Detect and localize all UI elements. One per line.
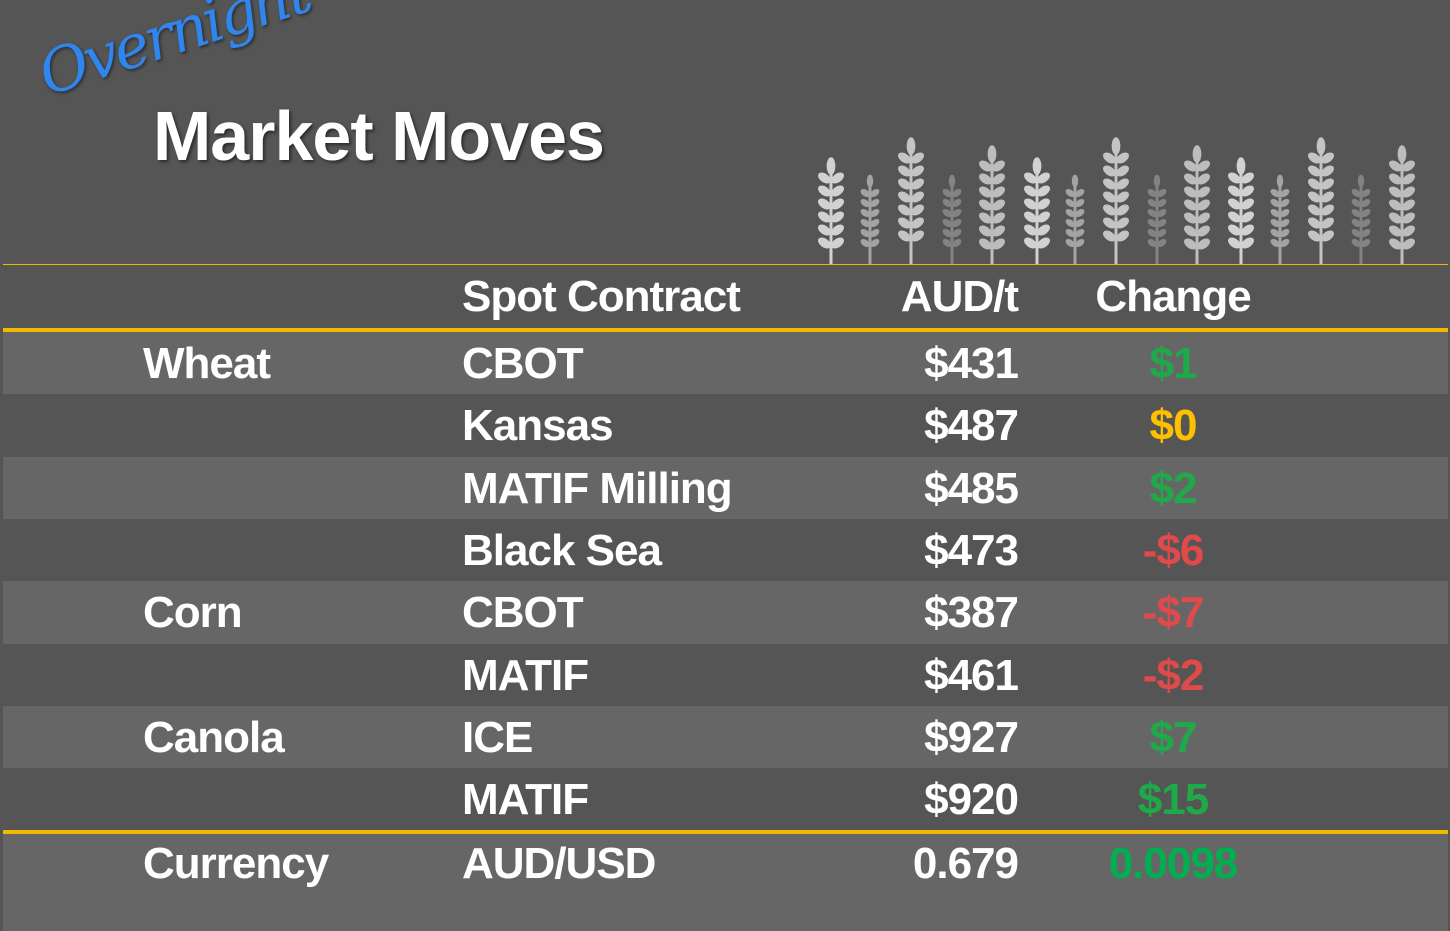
change-value: $7 [1149, 712, 1198, 762]
divider-header [3, 328, 1448, 332]
table-row: MATIF Milling $485 $2 [3, 456, 1448, 520]
wheat-stalk-icon [942, 174, 962, 265]
column-header-contract: Spot Contract [462, 272, 741, 321]
change-value: $0 [1149, 401, 1198, 451]
price-value: $431 [924, 339, 1019, 388]
change-value: $15 [1137, 775, 1209, 825]
currency-change: 0.0098 [1108, 839, 1239, 888]
table-row: MATIF $920 $15 [3, 768, 1448, 832]
change-value: $1 [1149, 339, 1198, 388]
contract-name: MATIF [462, 775, 589, 825]
contract-name: ICE [462, 712, 533, 762]
wheat-stalk-icon [979, 145, 1005, 265]
table-header: Spot Contract AUD/t Change [3, 265, 1448, 328]
contract-name: MATIF [462, 650, 589, 700]
wheat-stalk-icon [1351, 174, 1371, 265]
price-value: $461 [924, 650, 1019, 700]
wheat-stalk-icon [1147, 174, 1167, 265]
commodity-label: Wheat [143, 339, 271, 388]
wheat-decoration [818, 137, 1415, 265]
price-value: $920 [924, 775, 1019, 825]
wheat-stalk-icon [1024, 157, 1050, 265]
commodity-label: Canola [143, 712, 285, 762]
currency-label: Currency [143, 839, 329, 888]
currency-rate: 0.679 [912, 839, 1019, 888]
change-value: -$2 [1142, 650, 1205, 700]
change-value: -$6 [1142, 525, 1205, 575]
price-value: $487 [924, 401, 1019, 451]
wheat-stalk-icon [818, 157, 844, 265]
wheat-stalk-icon [860, 174, 880, 265]
wheat-stalk-icon [1184, 145, 1210, 265]
change-value: -$7 [1142, 588, 1205, 638]
contract-name: MATIF Milling [462, 463, 733, 513]
table-row: Canola ICE $927 $7 [3, 705, 1448, 769]
price-value: $927 [924, 712, 1019, 762]
contract-name: Black Sea [462, 525, 662, 575]
wheat-stalk-icon [898, 137, 924, 265]
wheat-stalk-icon [1308, 137, 1334, 265]
commodity-label: Corn [143, 588, 243, 638]
change-value: $2 [1149, 463, 1198, 513]
price-value: $473 [924, 525, 1019, 575]
table-row: MATIF $461 -$2 [3, 643, 1448, 707]
currency-row: Currency AUD/USD 0.679 0.0098 [3, 834, 1448, 931]
wheat-stalk-icon [1065, 174, 1085, 265]
currency-pair: AUD/USD [462, 839, 656, 888]
contract-name: CBOT [462, 588, 584, 638]
wheat-stalk-icon [1389, 145, 1415, 265]
wheat-stalk-icon [1270, 174, 1290, 265]
price-value: $387 [924, 588, 1019, 638]
contract-name: CBOT [462, 339, 584, 388]
table-row: Kansas $487 $0 [3, 394, 1448, 458]
page-title: Market Moves [153, 97, 605, 175]
divider-bottom [3, 830, 1448, 834]
wheat-stalk-icon [1103, 137, 1129, 265]
table-row: Black Sea $473 -$6 [3, 518, 1448, 582]
wheat-stalk-icon [1228, 157, 1254, 265]
column-header-price: AUD/t [900, 272, 1019, 321]
table-row: Corn CBOT $387 -$7 [3, 581, 1448, 645]
contract-name: Kansas [462, 401, 614, 451]
table-row: Wheat CBOT $431 $1 [3, 332, 1448, 395]
price-value: $485 [924, 463, 1019, 513]
column-header-change: Change [1095, 272, 1251, 321]
